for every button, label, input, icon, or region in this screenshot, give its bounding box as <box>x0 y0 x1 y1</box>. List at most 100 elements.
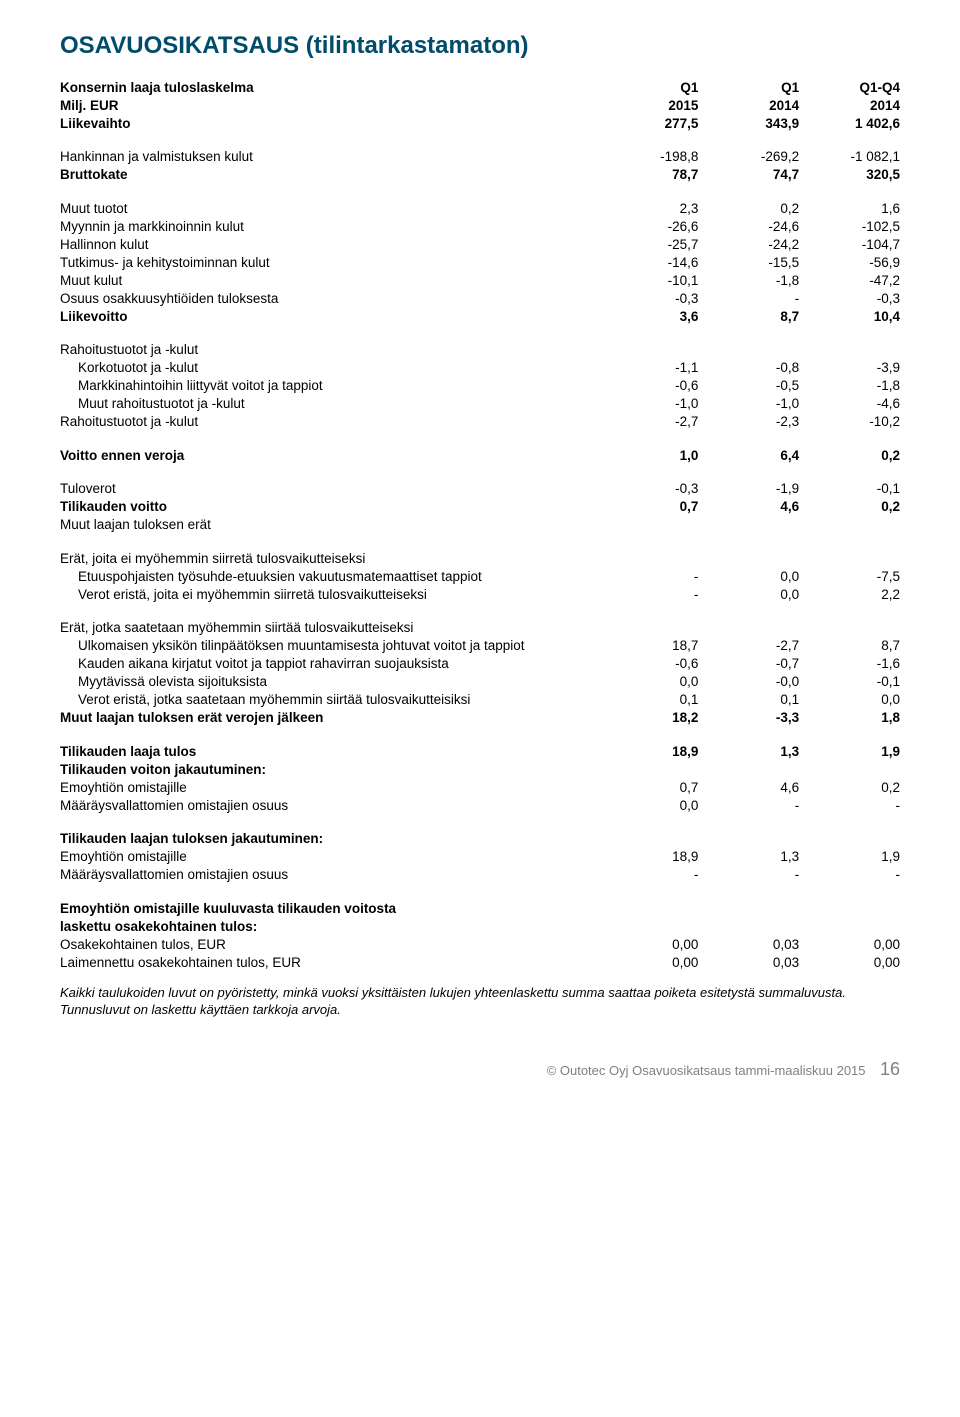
spacer-cell <box>60 431 900 447</box>
row-label: Laimennettu osakekohtainen tulos, EUR <box>60 953 598 971</box>
row-value: 1 402,6 <box>799 114 900 132</box>
row-value <box>598 760 699 778</box>
spacer-cell <box>60 727 900 743</box>
row-value <box>698 549 799 567</box>
header-label-1: Konsernin laaja tuloslaskelma <box>60 78 598 96</box>
header-q1-2015: Q1 <box>598 78 699 96</box>
row-value: -1,8 <box>698 271 799 289</box>
table-row: Laimennettu osakekohtainen tulos, EUR 0,0… <box>60 953 900 971</box>
row-value: 18,9 <box>598 848 699 866</box>
table-row: Markkinahintoihin liittyvät voitot ja ta… <box>60 377 900 395</box>
page-footer: © Outotec Oyj Osavuosikatsaus tammi-maal… <box>60 1059 900 1080</box>
row-value <box>799 341 900 359</box>
row-label: Voitto ennen veroja <box>60 446 598 464</box>
page-container: OSAVUOSIKATSAUS (tilintarkastamaton) Kon… <box>0 0 960 1104</box>
table-row: laskettu osakekohtainen tulos: <box>60 917 900 935</box>
table-row: Hankinnan ja valmistuksen kulut-198,8-26… <box>60 148 900 166</box>
row-value: 0,2 <box>799 778 900 796</box>
spacer-cell <box>60 603 900 619</box>
row-value: 18,7 <box>598 637 699 655</box>
row-value: 1,3 <box>698 848 799 866</box>
table-row <box>60 603 900 619</box>
row-value <box>799 516 900 534</box>
table-row: Tutkimus- ja kehitystoiminnan kulut-14,6… <box>60 253 900 271</box>
row-value: 0,0 <box>598 796 699 814</box>
row-value: -0,5 <box>698 377 799 395</box>
row-label: Erät, joita ei myöhemmin siirretä tulosv… <box>60 549 598 567</box>
row-value: 0,2 <box>799 446 900 464</box>
table-row <box>60 727 900 743</box>
header-row-1: Konsernin laaja tuloslaskelma Q1 Q1 Q1-Q… <box>60 78 900 96</box>
row-label: Tuloverot <box>60 480 598 498</box>
table-row: Ulkomaisen yksikön tilinpäätöksen muunta… <box>60 637 900 655</box>
table-row: Liikevaihto277,5343,91 402,6 <box>60 114 900 132</box>
row-value <box>698 917 799 935</box>
row-value: 0,1 <box>698 691 799 709</box>
row-value: 1,8 <box>799 709 900 727</box>
row-value: 0,03 <box>698 935 799 953</box>
table-row: Etuuspohjaisten työsuhde-etuuksien vakuu… <box>60 567 900 585</box>
row-value: - <box>799 866 900 884</box>
row-value <box>799 619 900 637</box>
header-year-2015: 2015 <box>598 96 699 114</box>
row-value: 1,0 <box>598 446 699 464</box>
table-row: Muut laajan tuloksen erät verojen jälkee… <box>60 709 900 727</box>
row-value: -1,8 <box>799 377 900 395</box>
row-value: 2,2 <box>799 585 900 603</box>
row-value: 0,00 <box>799 953 900 971</box>
row-value <box>799 760 900 778</box>
table-row: Muut laajan tuloksen erät <box>60 516 900 534</box>
row-value: -0,0 <box>698 673 799 691</box>
row-value: - <box>698 796 799 814</box>
row-label: Tilikauden laajan tuloksen jakautuminen: <box>60 830 598 848</box>
table-row <box>60 132 900 148</box>
table-row: Emoyhtiön omistajille18,91,31,9 <box>60 848 900 866</box>
table-row: Verot eristä, joita ei myöhemmin siirret… <box>60 585 900 603</box>
row-value <box>698 341 799 359</box>
table-row: Muut rahoitustuotot ja -kulut-1,0-1,0-4,… <box>60 395 900 413</box>
row-label: Kauden aikana kirjatut voitot ja tappiot… <box>60 655 598 673</box>
row-value <box>598 917 699 935</box>
table-row: Erät, joita ei myöhemmin siirretä tulosv… <box>60 549 900 567</box>
table-row: Muut kulut-10,1-1,8-47,2 <box>60 271 900 289</box>
table-row <box>60 534 900 550</box>
row-value: -0,3 <box>598 480 699 498</box>
row-value: -1,0 <box>598 395 699 413</box>
row-label: Etuuspohjaisten työsuhde-etuuksien vakuu… <box>60 567 598 585</box>
table-row: Liikevoitto3,68,710,4 <box>60 307 900 325</box>
table-row: Tilikauden laaja tulos18,91,31,9 <box>60 742 900 760</box>
row-label: laskettu osakekohtainen tulos: <box>60 917 598 935</box>
header-q1q4-2014: Q1-Q4 <box>799 78 900 96</box>
table-row: Erät, jotka saatetaan myöhemmin siirtää … <box>60 619 900 637</box>
table-row <box>60 184 900 200</box>
table-row <box>60 884 900 900</box>
row-value: -7,5 <box>799 567 900 585</box>
row-value: 0,2 <box>698 199 799 217</box>
row-value: -1,1 <box>598 359 699 377</box>
table-row: Määräysvallattomien omistajien osuus0,0-… <box>60 796 900 814</box>
row-value: -0,8 <box>698 359 799 377</box>
table-row: Osuus osakkuusyhtiöiden tuloksesta-0,3--… <box>60 289 900 307</box>
spacer-cell <box>60 132 900 148</box>
header-q1-2014: Q1 <box>698 78 799 96</box>
row-label: Erät, jotka saatetaan myöhemmin siirtää … <box>60 619 598 637</box>
table-row: Tilikauden voitto0,74,60,2 <box>60 498 900 516</box>
table-body: Liikevaihto277,5343,91 402,6 Hankinnan ja… <box>60 114 900 971</box>
table-row: Korkotuotot ja -kulut-1,1-0,8-3,9 <box>60 359 900 377</box>
row-label: Ulkomaisen yksikön tilinpäätöksen muunta… <box>60 637 598 655</box>
row-label: Tilikauden voitto <box>60 498 598 516</box>
row-value: -1 082,1 <box>799 148 900 166</box>
row-value <box>598 899 699 917</box>
row-value: 74,7 <box>698 166 799 184</box>
table-row: Hallinnon kulut-25,7-24,2-104,7 <box>60 235 900 253</box>
row-label: Verot eristä, jotka saatetaan myöhemmin … <box>60 691 598 709</box>
row-label: Muut tuotot <box>60 199 598 217</box>
row-value: 8,7 <box>799 637 900 655</box>
row-value: -104,7 <box>799 235 900 253</box>
footer-text: © Outotec Oyj Osavuosikatsaus tammi-maal… <box>547 1063 866 1078</box>
row-value: 1,6 <box>799 199 900 217</box>
row-label: Hallinnon kulut <box>60 235 598 253</box>
header-year-2014b: 2014 <box>799 96 900 114</box>
row-value: 3,6 <box>598 307 699 325</box>
row-value: 0,7 <box>598 498 699 516</box>
